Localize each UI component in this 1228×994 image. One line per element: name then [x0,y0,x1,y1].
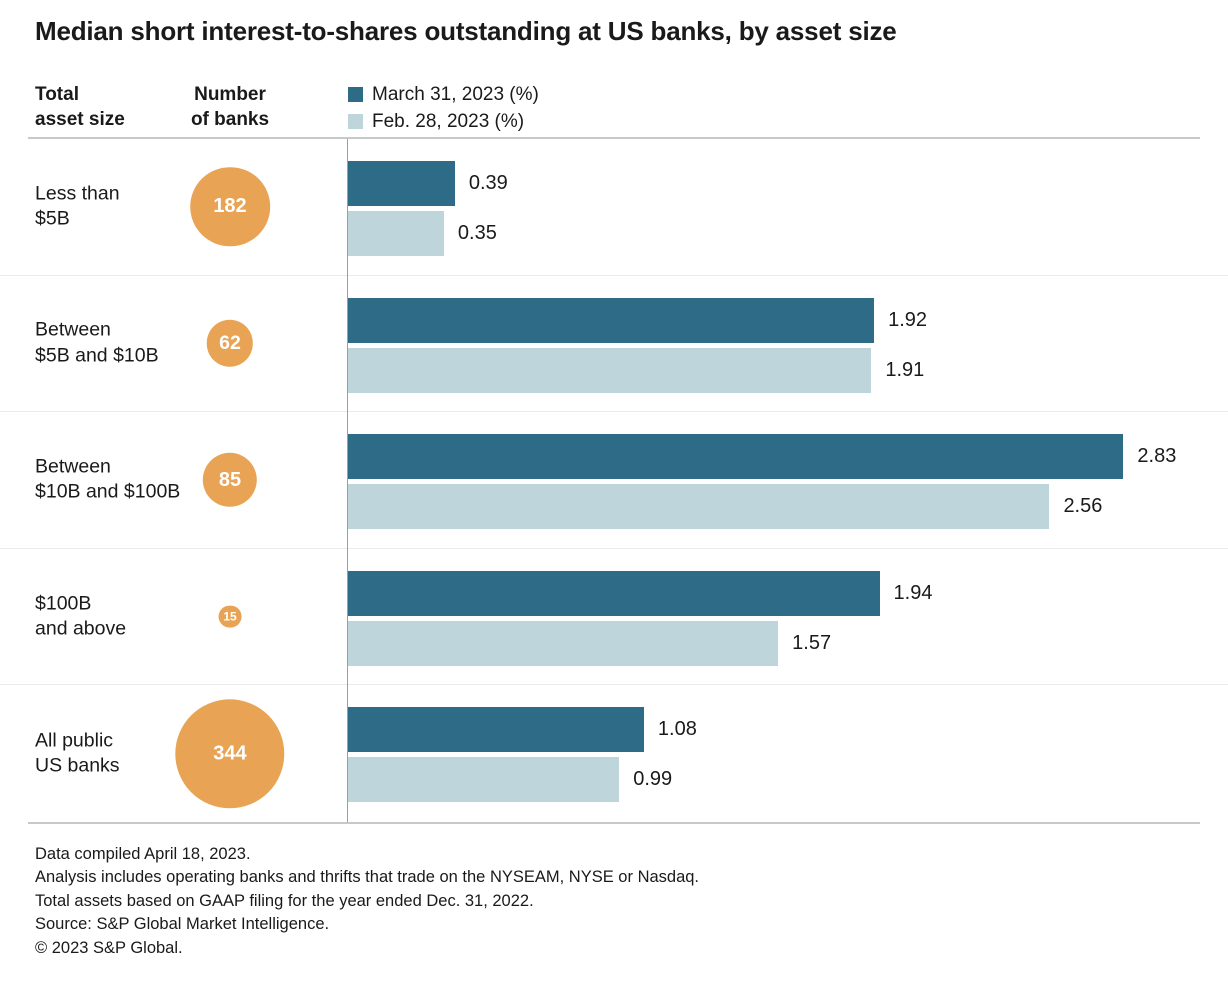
legend-label-march: March 31, 2023 (%) [372,83,539,105]
asset-size-label: $100B and above [35,592,127,640]
bar-group: 1.94 1.57 [348,549,1228,685]
bar-value-march: 1.94 [893,581,933,604]
bar-group: 0.39 0.35 [348,139,1228,275]
legend-label-feb: Feb. 28, 2023 (%) [372,110,525,132]
footnote-source: Source: S&P Global Market Intelligence. [35,915,330,934]
bar-value-feb: 1.57 [792,631,832,654]
bank-count-bubble: 62 [206,320,254,367]
bar-value-march: 0.39 [468,172,508,194]
bar-value-feb: 0.35 [457,222,497,244]
footnotes: Data compiled April 18, 2023. Analysis i… [35,843,699,960]
legend: March 31, 2023 (%) Feb. 28, 2023 (%) [348,81,539,135]
bar-line-march: 1.94 [348,570,933,616]
bar-march [348,297,875,343]
legend-item-feb: Feb. 28, 2023 (%) [348,108,539,135]
bank-count-bubble: 15 [218,605,242,628]
bar-line-feb: 0.99 [348,757,673,803]
bar-feb [348,211,444,256]
chart-row: Less than $5B 182 0.39 0.35 [0,139,1228,276]
bar-group: 2.83 2.56 [348,412,1228,548]
chart-row: All public US banks 344 1.08 0.99 [0,685,1228,822]
bar-value-feb: 0.99 [633,768,673,791]
bar-line-march: 0.39 [348,161,508,206]
legend-item-march: March 31, 2023 (%) [348,81,539,108]
bar-value-march: 1.08 [657,718,697,741]
bar-march [348,161,455,206]
bar-value-feb: 1.91 [885,358,925,381]
bar-line-march: 1.92 [348,297,928,343]
bank-count-bubble: 182 [190,167,270,247]
bar-line-feb: 0.35 [348,211,497,256]
bar-feb [348,757,620,803]
asset-size-label: All public US banks [35,729,120,777]
bar-value-march: 1.92 [888,308,928,331]
chart-rows: Less than $5B 182 0.39 0.35 Between $5B … [0,139,1228,822]
legend-swatch-feb-icon [348,114,363,129]
bar-group: 1.92 1.91 [348,276,1228,412]
chart-row: $100B and above 15 1.94 1.57 [0,549,1228,686]
chart-row: Between $5B and $10B 62 1.92 1.91 [0,276,1228,413]
bottom-divider [28,822,1200,824]
legend-swatch-march-icon [348,87,363,102]
asset-size-column-header: Total asset size [35,84,125,131]
bar-value-feb: 2.56 [1063,495,1103,518]
bar-line-march: 1.08 [348,707,697,753]
asset-size-label: Between $10B and $100B [35,455,181,503]
bar-march [348,570,880,616]
footnote-assets: Total assets based on GAAP filing for th… [35,891,534,910]
header-divider [28,137,1200,139]
bank-count-bubble: 344 [175,698,285,809]
asset-size-label: Between $5B and $10B [35,319,159,367]
bank-count-column-header: Number of banks [190,84,270,131]
asset-size-label: Less than $5B [35,182,120,230]
bar-march [348,707,644,753]
chart-row: Between $10B and $100B 85 2.83 2.56 [0,412,1228,549]
bank-count-bubble: 85 [202,452,258,508]
footnote-compiled: Data compiled April 18, 2023. [35,845,251,863]
value-axis-baseline [347,139,348,822]
footnote-analysis: Analysis includes operating banks and th… [35,868,700,887]
bar-feb [348,484,1050,530]
bar-value-march: 2.83 [1137,445,1177,468]
bar-line-feb: 2.56 [348,484,1103,530]
bar-feb [348,347,872,393]
bar-feb [348,620,779,666]
footnote-copyright: © 2023 S&P Global. [35,938,183,957]
bar-line-feb: 1.57 [348,620,832,666]
bar-march [348,434,1124,480]
chart-title: Median short interest-to-shares outstand… [35,16,897,46]
bar-group: 1.08 0.99 [348,685,1228,822]
bar-line-march: 2.83 [348,434,1177,480]
bar-line-feb: 1.91 [348,347,925,393]
